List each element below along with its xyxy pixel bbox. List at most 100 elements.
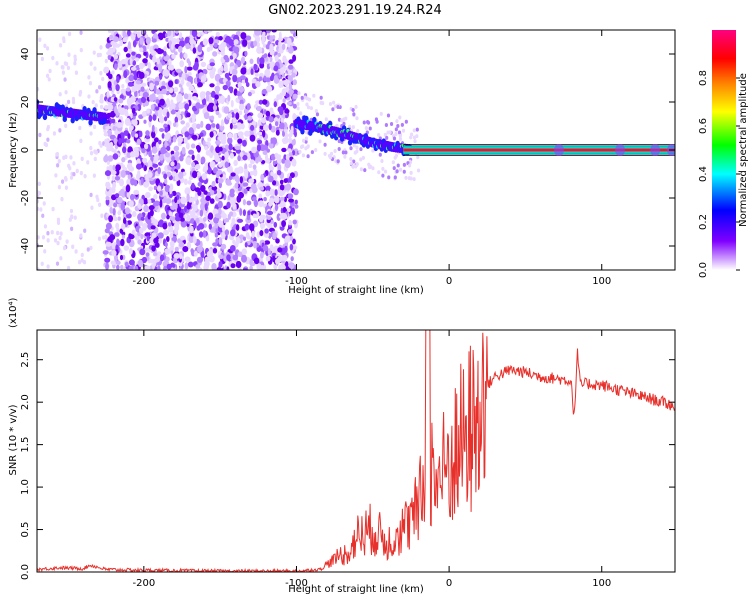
noise-blob bbox=[250, 68, 254, 75]
noise-blob bbox=[229, 188, 235, 195]
noise-blob bbox=[266, 30, 271, 34]
noise-blob bbox=[140, 86, 145, 92]
noise-blob bbox=[186, 66, 193, 71]
noise-blob bbox=[174, 79, 178, 84]
noise-blob bbox=[179, 60, 185, 68]
spectral-speckle bbox=[364, 126, 368, 131]
noise-blob bbox=[108, 164, 113, 171]
noise-blob bbox=[154, 80, 160, 86]
noise-blob bbox=[240, 56, 245, 64]
spectral-speckle bbox=[380, 158, 384, 163]
noise-blob bbox=[202, 140, 206, 147]
noise-blob bbox=[192, 47, 197, 54]
noise-blob bbox=[280, 263, 285, 270]
noise-blob bbox=[141, 111, 147, 118]
spectral-speckle bbox=[48, 68, 52, 74]
spectral-speckle bbox=[299, 145, 304, 150]
noise-blob bbox=[219, 95, 225, 102]
noise-blob bbox=[205, 195, 211, 202]
spectral-speckle bbox=[98, 52, 102, 58]
noise-blob bbox=[124, 261, 129, 267]
noise-blob bbox=[220, 243, 227, 250]
noise-blob bbox=[257, 139, 263, 145]
noise-blob bbox=[152, 259, 157, 267]
snr-frame bbox=[36, 329, 676, 573]
noise-blob bbox=[262, 99, 268, 105]
noise-blob bbox=[166, 171, 172, 177]
spectral-speckle bbox=[45, 73, 50, 78]
noise-blob bbox=[246, 103, 251, 111]
spectral-speckle bbox=[80, 252, 84, 258]
noise-blob bbox=[109, 141, 114, 149]
noise-blob bbox=[241, 254, 247, 263]
spectral-speckle bbox=[337, 139, 341, 144]
noise-blob bbox=[233, 88, 238, 96]
noise-blob bbox=[262, 150, 268, 155]
noise-blob bbox=[164, 184, 171, 193]
noise-blob bbox=[178, 102, 185, 110]
spectral-speckle bbox=[412, 128, 416, 133]
noise-blob bbox=[203, 30, 208, 34]
noise-blob bbox=[239, 208, 243, 216]
noise-blob bbox=[226, 254, 231, 261]
noise-blob bbox=[233, 46, 240, 54]
noise-blob bbox=[243, 267, 248, 270]
spectral-speckle bbox=[393, 175, 397, 180]
noise-blob bbox=[261, 30, 267, 33]
noise-blob bbox=[156, 251, 162, 257]
noise-blob bbox=[209, 131, 214, 138]
noise-blob bbox=[253, 257, 260, 265]
noise-blob bbox=[118, 98, 124, 104]
noise-blob bbox=[192, 95, 198, 101]
spectral-speckle bbox=[79, 89, 83, 95]
noise-blob bbox=[282, 206, 287, 213]
noise-blob bbox=[186, 193, 190, 202]
noise-blob bbox=[268, 123, 272, 131]
noise-blob bbox=[205, 94, 210, 102]
noise-blob bbox=[125, 184, 131, 193]
spectral-speckle bbox=[37, 199, 40, 204]
spectral-speckle bbox=[79, 170, 83, 176]
noise-blob bbox=[277, 247, 283, 253]
noise-blob bbox=[180, 235, 186, 241]
noise-blob bbox=[253, 63, 258, 71]
noise-blob bbox=[264, 68, 271, 77]
noise-blob bbox=[128, 248, 133, 255]
noise-blob bbox=[205, 235, 210, 242]
spectral-speckle bbox=[104, 58, 108, 64]
noise-blob bbox=[265, 185, 271, 192]
noise-blob bbox=[221, 212, 227, 220]
noise-blob bbox=[114, 193, 120, 198]
noise-blob bbox=[204, 146, 208, 151]
noise-blob bbox=[279, 196, 285, 201]
noise-blob bbox=[105, 262, 109, 270]
noise-blob bbox=[116, 264, 120, 270]
noise-blob bbox=[203, 223, 207, 229]
noise-blob bbox=[171, 171, 177, 177]
noise-blob bbox=[189, 210, 196, 219]
noise-blob bbox=[254, 72, 259, 77]
noise-blob bbox=[169, 216, 176, 222]
noise-blob bbox=[134, 149, 140, 158]
colorbar: 0.0 0.2 0.4 0.6 0.8 Normalized spectral ampl… bbox=[698, 30, 749, 278]
noise-blob bbox=[247, 152, 251, 161]
spectral-speckle bbox=[309, 106, 313, 111]
noise-blob bbox=[292, 79, 297, 86]
noise-blob bbox=[294, 204, 299, 209]
noise-blob bbox=[273, 263, 278, 270]
noise-blob bbox=[212, 208, 219, 215]
noise-blob bbox=[173, 122, 177, 128]
noise-blob bbox=[269, 244, 274, 252]
noise-blob bbox=[143, 197, 148, 204]
noise-blob bbox=[177, 135, 183, 144]
noise-blob bbox=[229, 87, 233, 94]
noise-blob bbox=[112, 164, 116, 171]
noise-blob bbox=[271, 30, 277, 33]
noise-blob bbox=[189, 37, 195, 45]
noise-blob bbox=[164, 248, 171, 255]
spectral-speckle bbox=[87, 94, 91, 99]
colorbar-tick-label: 0.6 bbox=[698, 118, 709, 134]
noise-blob bbox=[127, 81, 134, 87]
noise-blob bbox=[211, 263, 217, 270]
noise-blob bbox=[161, 88, 168, 95]
